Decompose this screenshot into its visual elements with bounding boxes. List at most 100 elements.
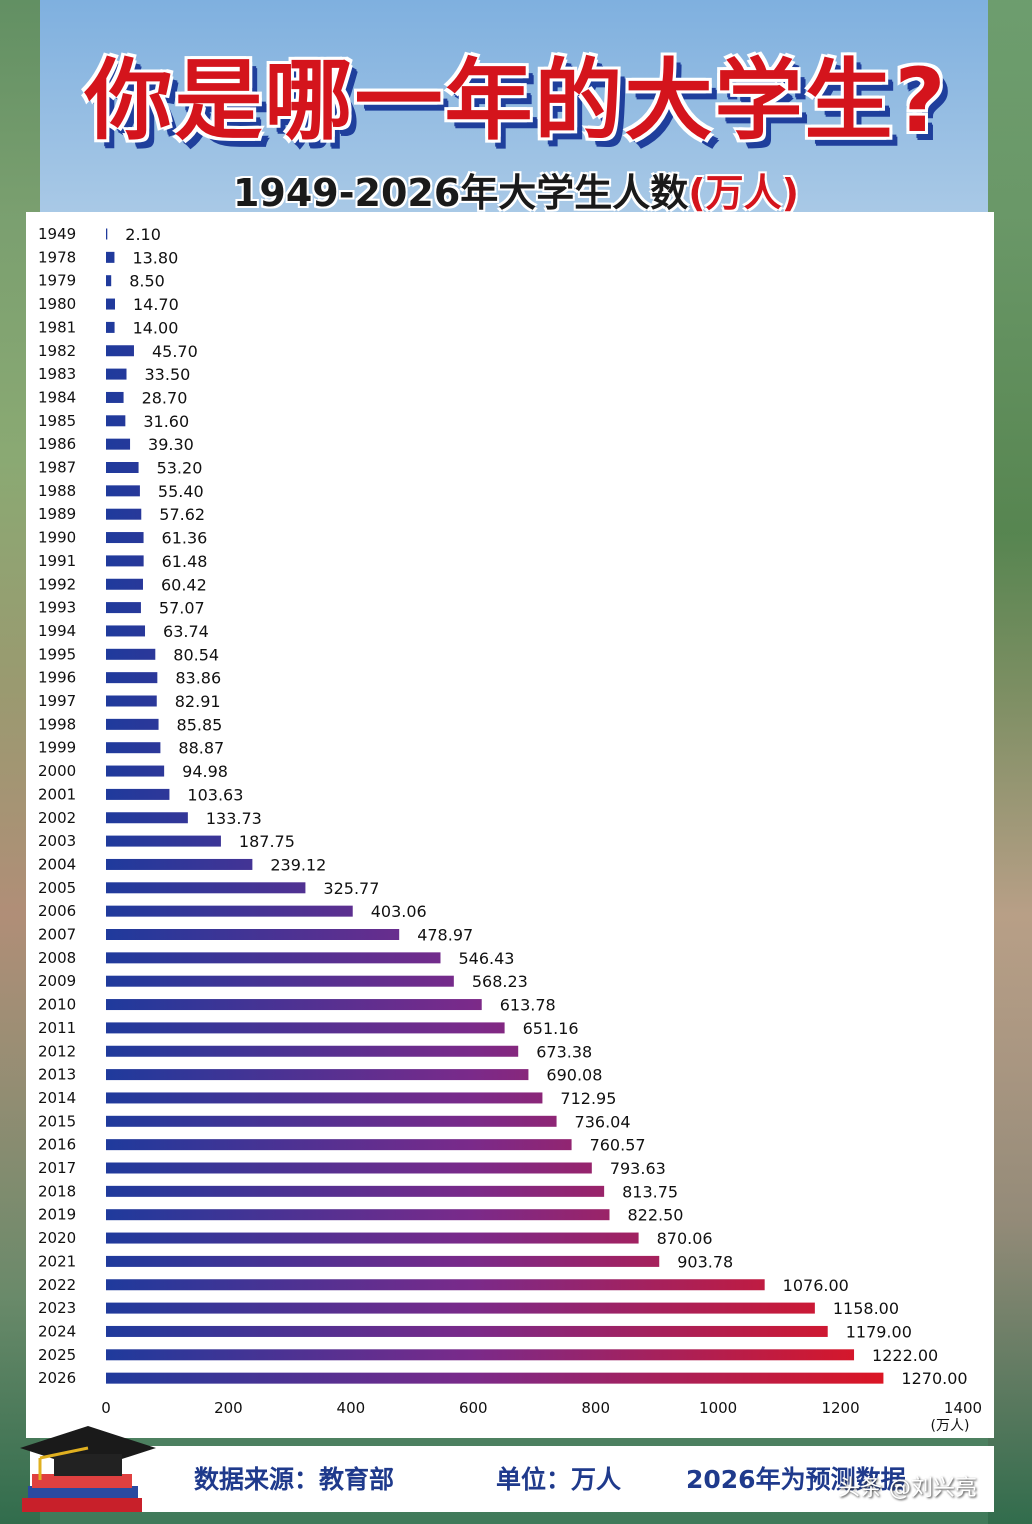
bar — [106, 1209, 610, 1221]
year-label: 1981 — [38, 318, 76, 336]
bar — [106, 602, 141, 614]
bar — [106, 1372, 884, 1384]
x-unit-label: (万人) — [931, 1418, 970, 1434]
bar-value-label: 870.06 — [657, 1229, 713, 1248]
bar-value-label: 133.73 — [206, 809, 262, 828]
year-label: 1978 — [38, 248, 76, 266]
bar — [106, 929, 400, 940]
year-label: 2013 — [38, 1066, 76, 1084]
bar — [106, 1185, 605, 1197]
year-label: 2023 — [38, 1299, 76, 1317]
footer-note: 2026年为预测数据 — [686, 1465, 906, 1494]
bar — [106, 1092, 543, 1104]
bar-value-label: 613.78 — [500, 996, 556, 1015]
bar-value-label: 1179.00 — [846, 1322, 912, 1341]
year-label: 1997 — [38, 692, 76, 710]
bar-value-label: 85.85 — [177, 715, 223, 734]
bar-value-label: 673.38 — [536, 1042, 592, 1061]
bar-value-label: 61.36 — [162, 529, 208, 548]
year-label: 2015 — [38, 1112, 76, 1130]
bar-value-label: 103.63 — [187, 785, 243, 804]
year-label: 2026 — [38, 1369, 76, 1387]
bar — [106, 415, 126, 427]
year-label: 2012 — [38, 1042, 76, 1060]
footer-unit: 单位：万人 — [496, 1465, 622, 1494]
bar — [106, 1349, 855, 1361]
bar-value-label: 822.50 — [627, 1206, 683, 1225]
bar-value-label: 403.06 — [371, 902, 427, 921]
bar — [106, 905, 353, 917]
bar — [106, 765, 165, 777]
graduation-cap-books-icon — [20, 1426, 156, 1512]
bar — [106, 952, 441, 964]
year-label: 1983 — [38, 365, 76, 383]
year-label: 2022 — [38, 1276, 76, 1294]
bar-value-label: 813.75 — [622, 1182, 678, 1201]
bar — [106, 438, 131, 450]
bar — [106, 1279, 765, 1291]
bar-value-label: 57.62 — [159, 505, 205, 524]
bar-value-label: 31.60 — [143, 412, 189, 431]
x-tick-label: 0 — [101, 1399, 111, 1417]
year-label: 2010 — [38, 996, 76, 1014]
bar — [106, 858, 253, 870]
x-tick-label: 800 — [581, 1399, 610, 1417]
year-label: 2000 — [38, 762, 76, 780]
bar — [106, 578, 143, 590]
bar-value-label: 325.77 — [323, 879, 379, 898]
subtitle-unit: (万人) — [688, 171, 800, 215]
bar-value-label: 793.63 — [610, 1159, 666, 1178]
year-label: 2007 — [38, 926, 76, 944]
year-label: 2016 — [38, 1136, 76, 1154]
year-label: 2025 — [38, 1346, 76, 1364]
year-label: 2009 — [38, 972, 76, 990]
chart-panel: 1949 2.10 1978 13.80 1979 8.50 1980 14.70 1981 14… — [26, 212, 994, 1438]
year-label: 2020 — [38, 1229, 76, 1247]
bar — [106, 1302, 815, 1314]
x-tick-label: 600 — [459, 1399, 488, 1417]
bar-value-label: 8.50 — [129, 272, 165, 291]
bar-value-label: 760.57 — [590, 1136, 646, 1155]
bar-value-label: 1076.00 — [783, 1276, 849, 1295]
watermark: 头条 @刘兴亮 — [838, 1476, 977, 1501]
bar-value-label: 478.97 — [417, 926, 473, 945]
bar — [106, 368, 127, 380]
bar — [106, 462, 139, 473]
bar — [106, 1069, 529, 1081]
bar-value-label: 1222.00 — [872, 1346, 938, 1365]
year-label: 2024 — [38, 1322, 76, 1340]
x-tick-label: 1400 — [944, 1399, 982, 1417]
bar — [106, 718, 159, 730]
year-label: 1990 — [38, 529, 76, 547]
chart-subtitle: 1949-2026年大学生人数(万人) — [0, 162, 1032, 217]
bar-value-label: 94.98 — [182, 762, 228, 781]
year-label: 1979 — [38, 272, 76, 290]
year-label: 1996 — [38, 669, 76, 687]
year-label: 2018 — [38, 1182, 76, 1200]
bar-value-label: 13.80 — [132, 248, 178, 267]
bar-value-label: 45.70 — [152, 342, 198, 361]
bar — [106, 648, 156, 660]
bar — [106, 298, 115, 310]
bar-chart: 1949 2.10 1978 13.80 1979 8.50 1980 14.70 1981 14… — [38, 225, 982, 1434]
year-label: 1994 — [38, 622, 76, 640]
bar — [106, 1255, 660, 1267]
bar — [106, 275, 112, 287]
year-label: 1986 — [38, 435, 76, 453]
year-label: 1987 — [38, 459, 76, 477]
background-right-scenery — [988, 0, 1032, 1524]
bar — [106, 1115, 557, 1127]
bar — [106, 251, 115, 263]
bar-value-label: 1158.00 — [833, 1299, 899, 1318]
footer-source: 数据来源：教育部 — [194, 1465, 395, 1494]
bar — [106, 788, 170, 800]
bar-value-label: 53.20 — [157, 459, 203, 478]
bar — [106, 345, 134, 357]
year-label: 1998 — [38, 715, 76, 733]
bar-value-label: 568.23 — [472, 972, 528, 991]
bar — [106, 555, 144, 567]
year-label: 2017 — [38, 1159, 76, 1177]
bar-value-label: 651.16 — [523, 1019, 579, 1038]
bar — [106, 835, 221, 847]
bar — [106, 672, 158, 684]
